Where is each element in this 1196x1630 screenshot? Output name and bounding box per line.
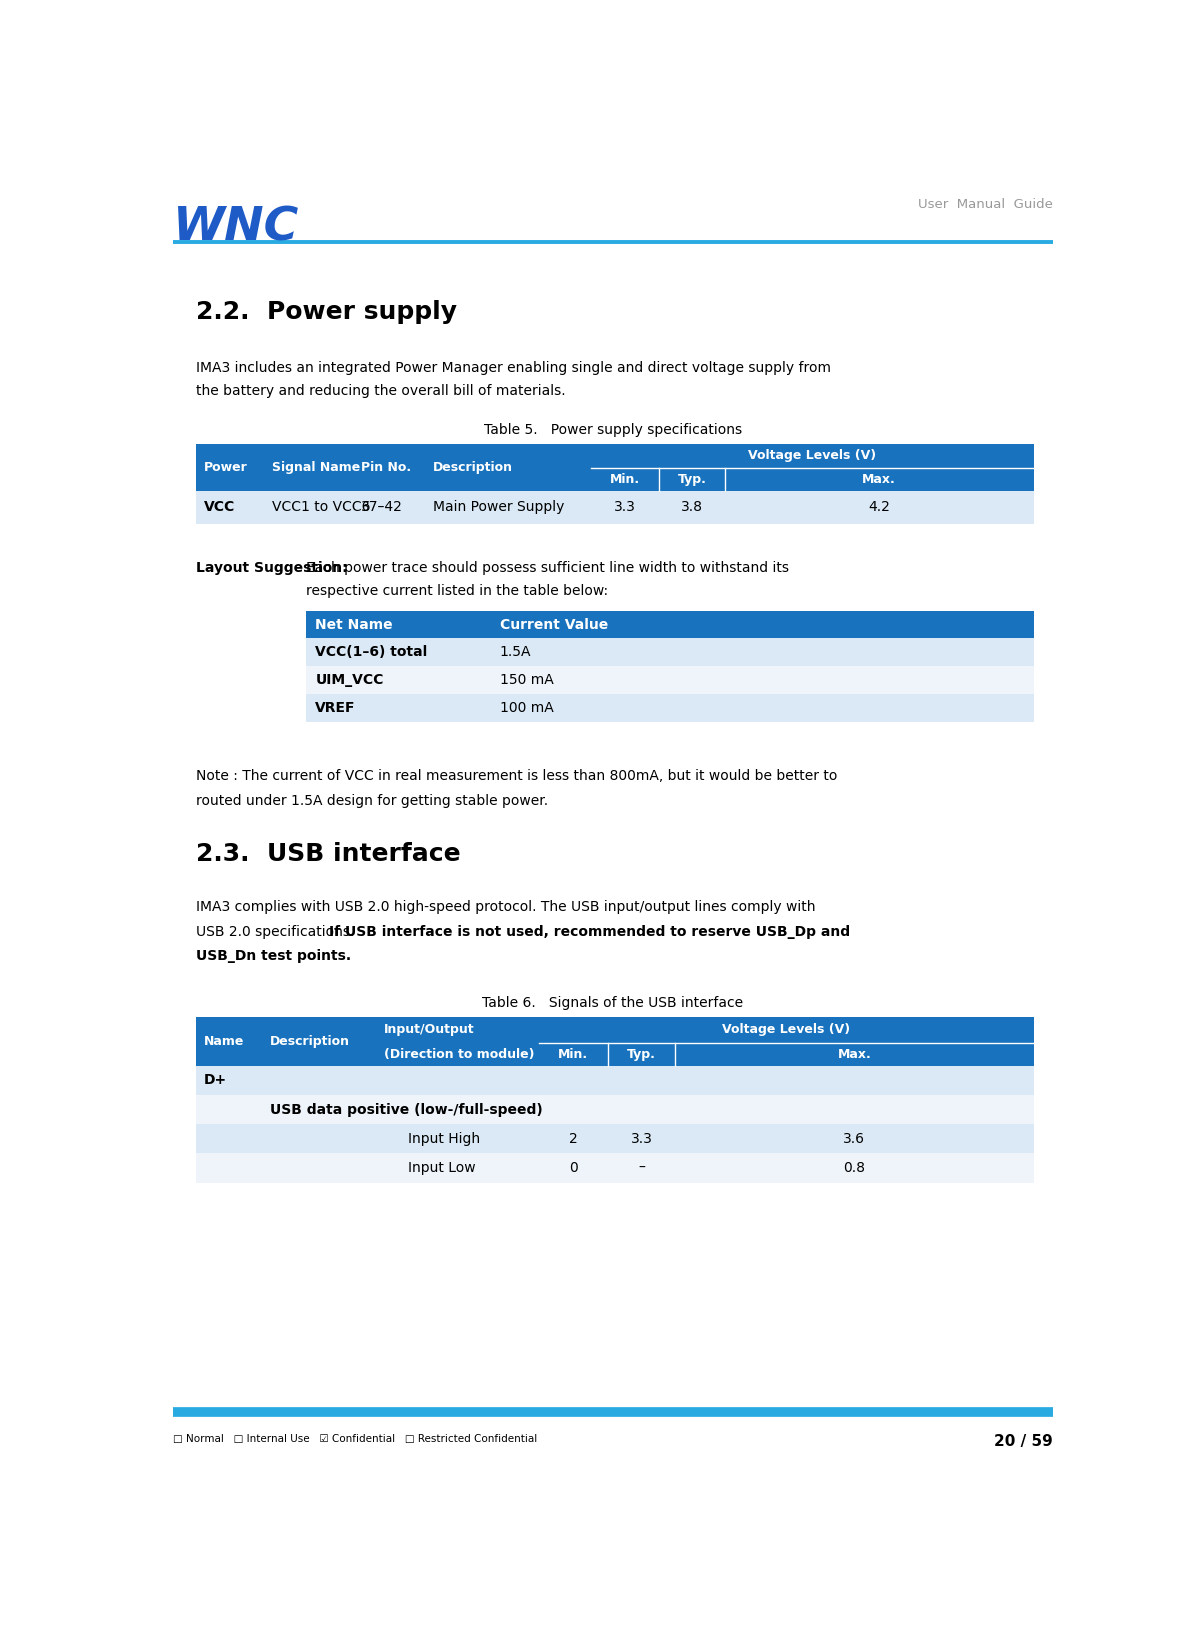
- Text: Typ.: Typ.: [627, 1048, 657, 1061]
- Text: 0: 0: [569, 1161, 578, 1175]
- Text: respective current listed in the table below:: respective current listed in the table b…: [306, 584, 609, 598]
- Text: Each power trace should possess sufficient line width to withstand its: Each power trace should possess sufficie…: [306, 561, 789, 575]
- Text: Description: Description: [433, 461, 513, 474]
- Text: Power: Power: [203, 461, 248, 474]
- Bar: [196, 491, 1033, 523]
- Text: Description: Description: [269, 1035, 349, 1048]
- Bar: [196, 1154, 1033, 1183]
- Text: Net Name: Net Name: [316, 618, 393, 632]
- Text: 2: 2: [569, 1131, 578, 1146]
- Text: 0.8: 0.8: [843, 1161, 866, 1175]
- Text: Voltage Levels (V): Voltage Levels (V): [749, 450, 877, 463]
- Text: VREF: VREF: [316, 701, 356, 714]
- Text: Voltage Levels (V): Voltage Levels (V): [722, 1024, 850, 1037]
- Text: Max.: Max.: [837, 1048, 871, 1061]
- Text: Pin No.: Pin No.: [361, 461, 411, 474]
- Text: Signal Name: Signal Name: [271, 461, 360, 474]
- Bar: [196, 468, 1033, 491]
- Text: routed under 1.5A design for getting stable power.: routed under 1.5A design for getting sta…: [196, 794, 548, 808]
- Text: 3.3: 3.3: [630, 1131, 653, 1146]
- Text: Table 5.   Power supply specifications: Table 5. Power supply specifications: [484, 422, 742, 437]
- Text: 1.5A: 1.5A: [500, 645, 531, 659]
- Text: WNC: WNC: [172, 205, 299, 251]
- Text: 20 / 59: 20 / 59: [994, 1434, 1054, 1449]
- Text: 2.3.  USB interface: 2.3. USB interface: [196, 843, 460, 867]
- Text: 3.3: 3.3: [615, 500, 636, 515]
- Text: IMA3 includes an integrated Power Manager enabling single and direct voltage sup: IMA3 includes an integrated Power Manage…: [196, 362, 831, 375]
- Text: Table 6.   Signals of the USB interface: Table 6. Signals of the USB interface: [482, 996, 744, 1009]
- Text: □ Normal   □ Internal Use   ☑ Confidential   □ Restricted Confidential: □ Normal □ Internal Use ☑ Confidential □…: [172, 1434, 537, 1444]
- Bar: [306, 667, 1033, 694]
- Text: 100 mA: 100 mA: [500, 701, 554, 714]
- Text: Min.: Min.: [559, 1048, 588, 1061]
- Bar: [196, 443, 1033, 468]
- Text: –: –: [639, 1161, 645, 1175]
- Text: Main Power Supply: Main Power Supply: [433, 500, 565, 515]
- Text: Input/Output: Input/Output: [384, 1024, 475, 1037]
- Bar: [196, 1066, 1033, 1095]
- Text: Note : The current of VCC in real measurement is less than 800mA, but it would b: Note : The current of VCC in real measur…: [196, 769, 837, 784]
- Text: USB data positive (low-/full-speed): USB data positive (low-/full-speed): [269, 1102, 542, 1117]
- Text: Current Value: Current Value: [500, 618, 608, 632]
- Text: USB_Dn test points.: USB_Dn test points.: [196, 949, 352, 963]
- Bar: [306, 639, 1033, 667]
- Text: 3.6: 3.6: [843, 1131, 866, 1146]
- Text: UIM_VCC: UIM_VCC: [316, 673, 384, 686]
- Text: Input High: Input High: [408, 1131, 480, 1146]
- Bar: [196, 1095, 1033, 1125]
- Text: Min.: Min.: [610, 473, 640, 486]
- Text: 37–42: 37–42: [361, 500, 403, 515]
- Bar: [306, 611, 1033, 639]
- Text: Typ.: Typ.: [678, 473, 707, 486]
- Text: (Direction to module): (Direction to module): [384, 1048, 535, 1061]
- Text: Input Low: Input Low: [408, 1161, 475, 1175]
- Text: If USB interface is not used, recommended to reserve USB_Dp and: If USB interface is not used, recommende…: [329, 924, 850, 939]
- Text: VCC: VCC: [203, 500, 234, 515]
- Bar: [306, 694, 1033, 722]
- Bar: [196, 1125, 1033, 1154]
- Text: 2.2.  Power supply: 2.2. Power supply: [196, 300, 457, 323]
- Text: IMA3 complies with USB 2.0 high-speed protocol. The USB input/output lines compl: IMA3 complies with USB 2.0 high-speed pr…: [196, 900, 816, 914]
- Text: VCC1 to VCC6: VCC1 to VCC6: [271, 500, 371, 515]
- Bar: [196, 1017, 1033, 1043]
- Text: Max.: Max.: [862, 473, 896, 486]
- Text: USB 2.0 specifications.: USB 2.0 specifications.: [196, 924, 359, 939]
- Text: D+: D+: [203, 1073, 227, 1087]
- Text: 4.2: 4.2: [868, 500, 890, 515]
- Text: VCC(1–6) total: VCC(1–6) total: [316, 645, 428, 659]
- Text: Layout Suggestion:: Layout Suggestion:: [196, 561, 348, 575]
- Text: 3.8: 3.8: [681, 500, 703, 515]
- Text: 150 mA: 150 mA: [500, 673, 554, 686]
- Bar: [196, 1043, 1033, 1066]
- Text: the battery and reducing the overall bill of materials.: the battery and reducing the overall bil…: [196, 385, 566, 398]
- Text: User  Manual  Guide: User Manual Guide: [919, 197, 1054, 210]
- Text: Name: Name: [203, 1035, 244, 1048]
